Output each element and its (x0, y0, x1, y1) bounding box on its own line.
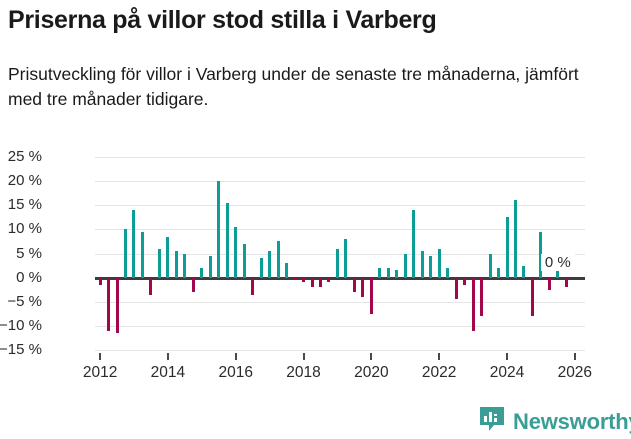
y-axis-tick-label: 0 % (16, 268, 42, 286)
x-axis-tick-mark (234, 353, 237, 360)
plot-area: 25 % 20 % 15 % 10 % 5 % 0 % −5 % −10 % −15 % (0, 148, 585, 358)
bar (225, 202, 229, 278)
bar (437, 248, 441, 278)
bar (124, 229, 128, 278)
gridline (95, 253, 585, 255)
bar (522, 265, 526, 278)
bar (530, 277, 534, 317)
page-title: Priserna på villor stod stilla i Varberg (8, 6, 437, 34)
bar (446, 267, 450, 278)
bar (174, 251, 178, 278)
logo-text: Newsworthy (513, 408, 631, 434)
gridline (95, 157, 585, 158)
bar (386, 267, 390, 278)
bar (497, 267, 501, 278)
gridline (95, 301, 585, 303)
x-axis-tick-mark (166, 353, 169, 360)
chart-canvas: 25 % 20 % 15 % 10 % 5 % 0 % −5 % −10 % −15 % 0 %… (0, 140, 631, 400)
y-axis-tick-label: −15 % (0, 341, 42, 358)
x-axis-tick-label: 2026 (557, 364, 593, 381)
bar (395, 270, 399, 278)
gridline (95, 325, 585, 327)
bar (463, 277, 467, 285)
x-axis-tick-mark (573, 353, 576, 360)
bar (268, 251, 272, 278)
bar (403, 253, 407, 278)
bar (505, 217, 509, 278)
x-axis-tick-label: 2012 (82, 364, 118, 381)
bar (140, 231, 144, 278)
bar (378, 267, 382, 278)
bar (556, 270, 560, 278)
bar (335, 248, 339, 278)
gridline (95, 181, 585, 183)
bar (183, 253, 187, 278)
bar (208, 255, 212, 278)
bar (166, 236, 170, 278)
bar (217, 181, 221, 278)
y-axis-tick-label: 15 % (7, 196, 42, 214)
bar (547, 277, 551, 290)
bar (488, 253, 492, 278)
bar (327, 277, 331, 283)
x-axis-tick-label: 2024 (489, 364, 525, 381)
x-axis-tick-label: 2014 (150, 364, 186, 381)
bar (259, 258, 263, 278)
bar (285, 263, 289, 278)
x-axis-tick-mark (438, 353, 441, 360)
x-axis-tick-label: 2020 (354, 364, 389, 381)
zero-percent-annotation: 0 % (540, 253, 575, 271)
y-axis-tick-label: 25 % (7, 148, 42, 165)
bar (200, 267, 204, 278)
bar (132, 210, 136, 278)
gridline (95, 350, 585, 351)
bar (513, 200, 517, 278)
bar (251, 277, 255, 295)
bar (191, 277, 195, 293)
bar (369, 277, 373, 314)
bar (352, 277, 356, 293)
bar (310, 277, 314, 288)
x-axis-tick-label: 2016 (218, 364, 253, 381)
bar (429, 255, 433, 278)
y-axis-tick-label: −10 % (0, 316, 42, 334)
bar (276, 241, 280, 278)
chart-subtitle: Prisutveckling för villor i Varberg unde… (8, 64, 579, 109)
bar (471, 277, 475, 331)
bar (149, 277, 153, 295)
y-axis-tick-label: −5 % (7, 292, 42, 310)
gridline (95, 229, 585, 231)
bar (420, 251, 424, 278)
bar (234, 226, 238, 278)
y-axis-tick-label: 10 % (7, 220, 42, 238)
x-axis-tick-label: 2022 (421, 364, 457, 381)
x-axis-tick-mark (506, 353, 508, 360)
bar (242, 243, 246, 278)
bar (454, 277, 458, 300)
bar-chart-speech-bubble-icon (478, 405, 506, 438)
bar (480, 277, 484, 317)
bar (361, 277, 365, 297)
bar (564, 277, 568, 288)
x-axis-tick-label: 2018 (286, 364, 321, 381)
bar (107, 277, 111, 331)
bar (98, 277, 102, 285)
bar (115, 277, 119, 334)
bar (319, 277, 322, 288)
x-axis-tick-mark (370, 353, 373, 360)
zero-axis-line (95, 276, 585, 280)
y-axis-tick-label: 5 % (16, 244, 42, 262)
bar (344, 239, 348, 278)
y-axis-tick-label: 20 % (7, 172, 42, 190)
x-axis-tick-mark (99, 353, 102, 360)
newsworthy-logo: Newsworthy (478, 405, 631, 438)
bar (293, 277, 297, 281)
bar (302, 277, 306, 283)
x-axis-tick-mark (302, 353, 305, 360)
gridline (95, 205, 585, 207)
bar (157, 248, 161, 278)
bar (412, 210, 416, 278)
